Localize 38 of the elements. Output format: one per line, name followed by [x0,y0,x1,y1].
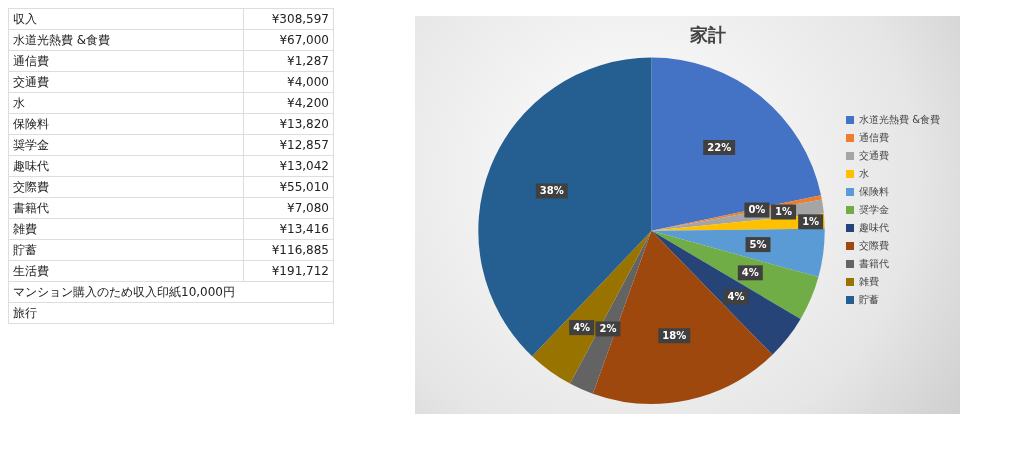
data-label: 4% [727,291,745,303]
legend-label: 趣味代 [859,221,890,233]
data-label: 5% [749,238,767,250]
legend-label: 奨学金 [859,203,890,215]
legend-label: 保険料 [859,185,890,197]
data-label: 4% [741,266,759,278]
data-label: 4% [573,321,591,333]
data-label: 0% [748,204,766,216]
data-label: 1% [775,206,793,218]
text: 貯蓄 ¥116,885 [13,242,329,257]
text: 書籍代 ¥7,080 [13,200,329,215]
data-label: 18% [662,329,687,341]
text: 交際費 ¥55,010 [13,179,329,194]
text: 保険料 ¥13,820 [13,116,329,131]
legend-label: 水道光熱費 &食費 [859,113,941,125]
legend-label: 貯蓄 [859,293,880,305]
text: マンション購入のため収入印紙10,000円 [8,281,334,303]
text: 水 ¥4,200 [13,95,329,110]
text: 水道光熱費 &食費 ¥67,000 [13,32,329,47]
legend-label: 書籍代 [859,257,890,269]
legend-label: 交通費 [859,149,890,161]
legend-label: 交際費 [859,239,890,251]
chart-title: 家計 [688,24,726,46]
text: 趣味代 ¥13,042 [13,158,329,173]
legend-label: 雑費 [859,275,880,287]
data-label: 38% [539,185,564,197]
legend-label: 水 [859,167,870,179]
text: 生活費 ¥191,712 [13,263,329,278]
legend-label: 通信費 [859,131,890,143]
data-label: 1% [802,215,820,227]
text: 交通費 ¥4,000 [13,74,329,89]
text: 雑費 ¥13,416 [13,221,329,236]
data-label: 22% [707,141,732,153]
text: 収入 ¥308,597 [13,11,329,26]
text: 奨学金 ¥12,857 [13,137,329,152]
text: 旅行 [8,302,334,324]
data-label: 2% [599,323,617,335]
text: 通信費 ¥1,287 [13,53,329,68]
